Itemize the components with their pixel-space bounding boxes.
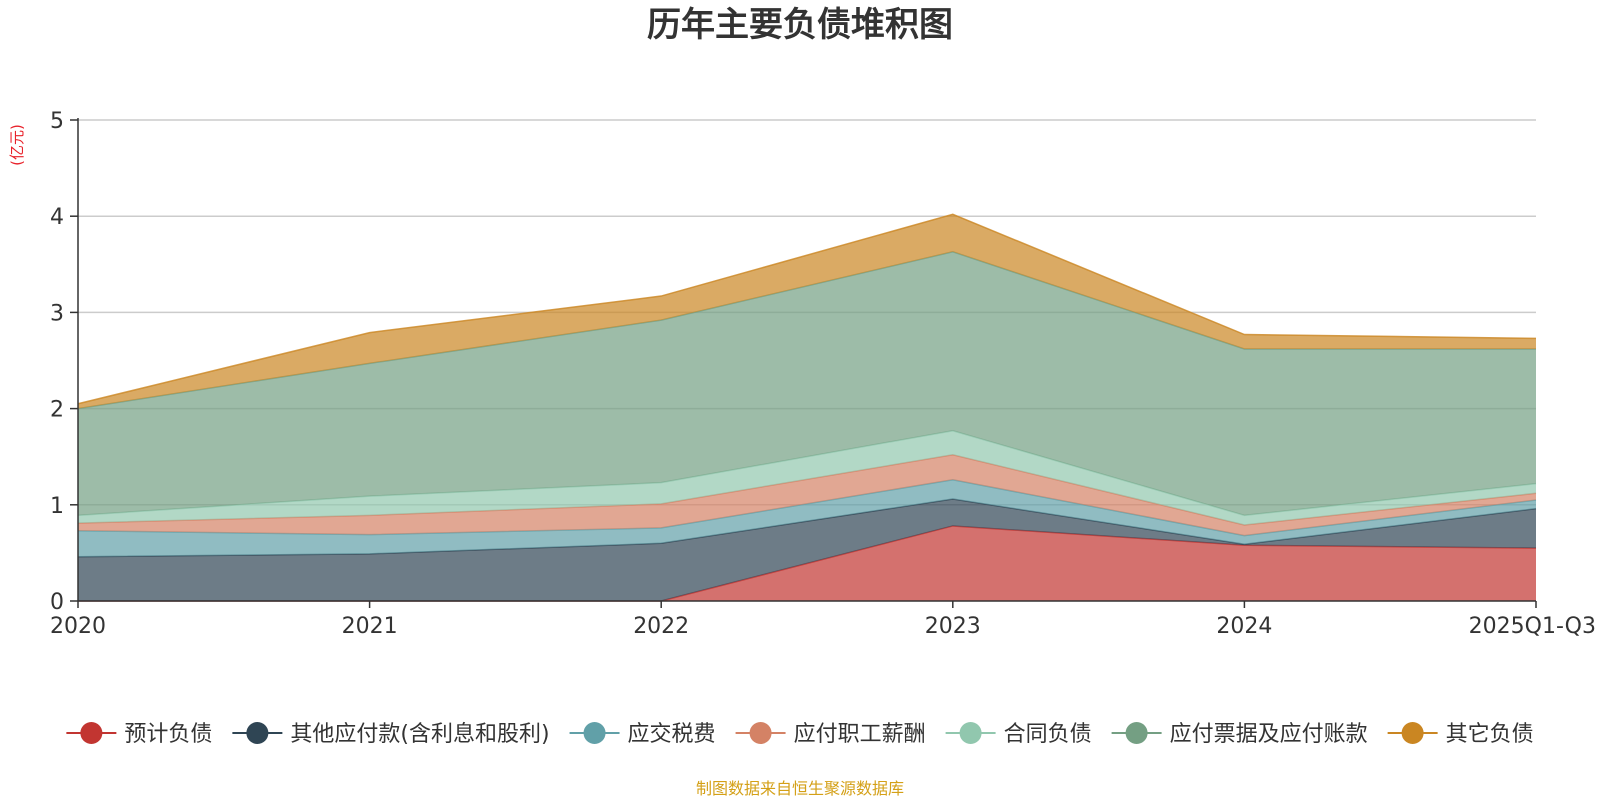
legend-label: 合同负债 <box>1004 722 1092 747</box>
area-series-3 <box>78 454 1536 536</box>
x-tick-label: 2023 <box>925 614 981 639</box>
area-series-edge-1 <box>77 498 1537 558</box>
legend-label: 其他应付款(含利息和股利) <box>290 722 549 747</box>
legend-item-4[interactable]: 合同负债 <box>945 722 1092 747</box>
legend-label: 其它负债 <box>1446 722 1534 747</box>
legend-label: 预计负债 <box>124 722 212 747</box>
legend-item-0[interactable]: 预计负债 <box>66 722 212 747</box>
x-tick-label: 2024 <box>1216 614 1272 639</box>
area-series-1 <box>78 499 1536 601</box>
area-series-5 <box>78 251 1536 516</box>
legend-item-1[interactable]: 其他应付款(含利息和股利) <box>232 722 550 747</box>
legend-label: 应交税费 <box>628 722 716 747</box>
axes: 0 1 2 3 4 5 2020 2021 2022 2023 2024 2025Q1-Q3 <box>50 109 1596 639</box>
legend-marker <box>246 722 269 744</box>
area-series-2 <box>78 479 1536 557</box>
area-series-edge-6 <box>77 213 1537 405</box>
legend-marker <box>1401 722 1424 744</box>
legend-item-3[interactable]: 应付职工薪酬 <box>735 722 926 747</box>
x-tick-label: 2021 <box>342 614 398 639</box>
x-tick-label: 2020 <box>50 614 106 639</box>
legend-marker <box>80 722 103 744</box>
y-axis-unit-label: (亿元) <box>8 124 26 166</box>
legend-label: 应付职工薪酬 <box>794 722 926 747</box>
y-tick-label: 4 <box>50 205 64 230</box>
x-tick-label: 2025Q1-Q3 <box>1469 614 1596 639</box>
x-tick-label: 2022 <box>633 614 689 639</box>
area-series-group <box>77 213 1537 602</box>
data-source-note: 制图数据来自恒生聚源数据库 <box>696 779 904 798</box>
legend-marker <box>959 722 982 744</box>
y-tick-label: 0 <box>50 590 64 615</box>
chart-title: 历年主要负债堆积图 <box>647 5 953 45</box>
legend: 预计负债 其他应付款(含利息和股利) 应交税费 应付职工薪酬 合同负债 应付票据及应付账款… <box>66 722 1534 747</box>
area-series-4 <box>78 430 1536 525</box>
legend-item-6[interactable]: 其它负债 <box>1387 722 1534 747</box>
legend-label: 应付票据及应付账款 <box>1170 722 1368 747</box>
y-tick-label: 2 <box>50 398 64 423</box>
area-series-0 <box>78 525 1536 601</box>
y-tick-label: 1 <box>50 494 64 519</box>
legend-item-5[interactable]: 应付票据及应付账款 <box>1111 722 1368 747</box>
legend-marker <box>1125 722 1148 744</box>
legend-marker <box>749 722 772 744</box>
legend-marker <box>583 722 606 744</box>
legend-item-2[interactable]: 应交税费 <box>569 722 716 747</box>
y-tick-label: 3 <box>50 301 64 326</box>
y-tick-label: 5 <box>50 109 64 134</box>
